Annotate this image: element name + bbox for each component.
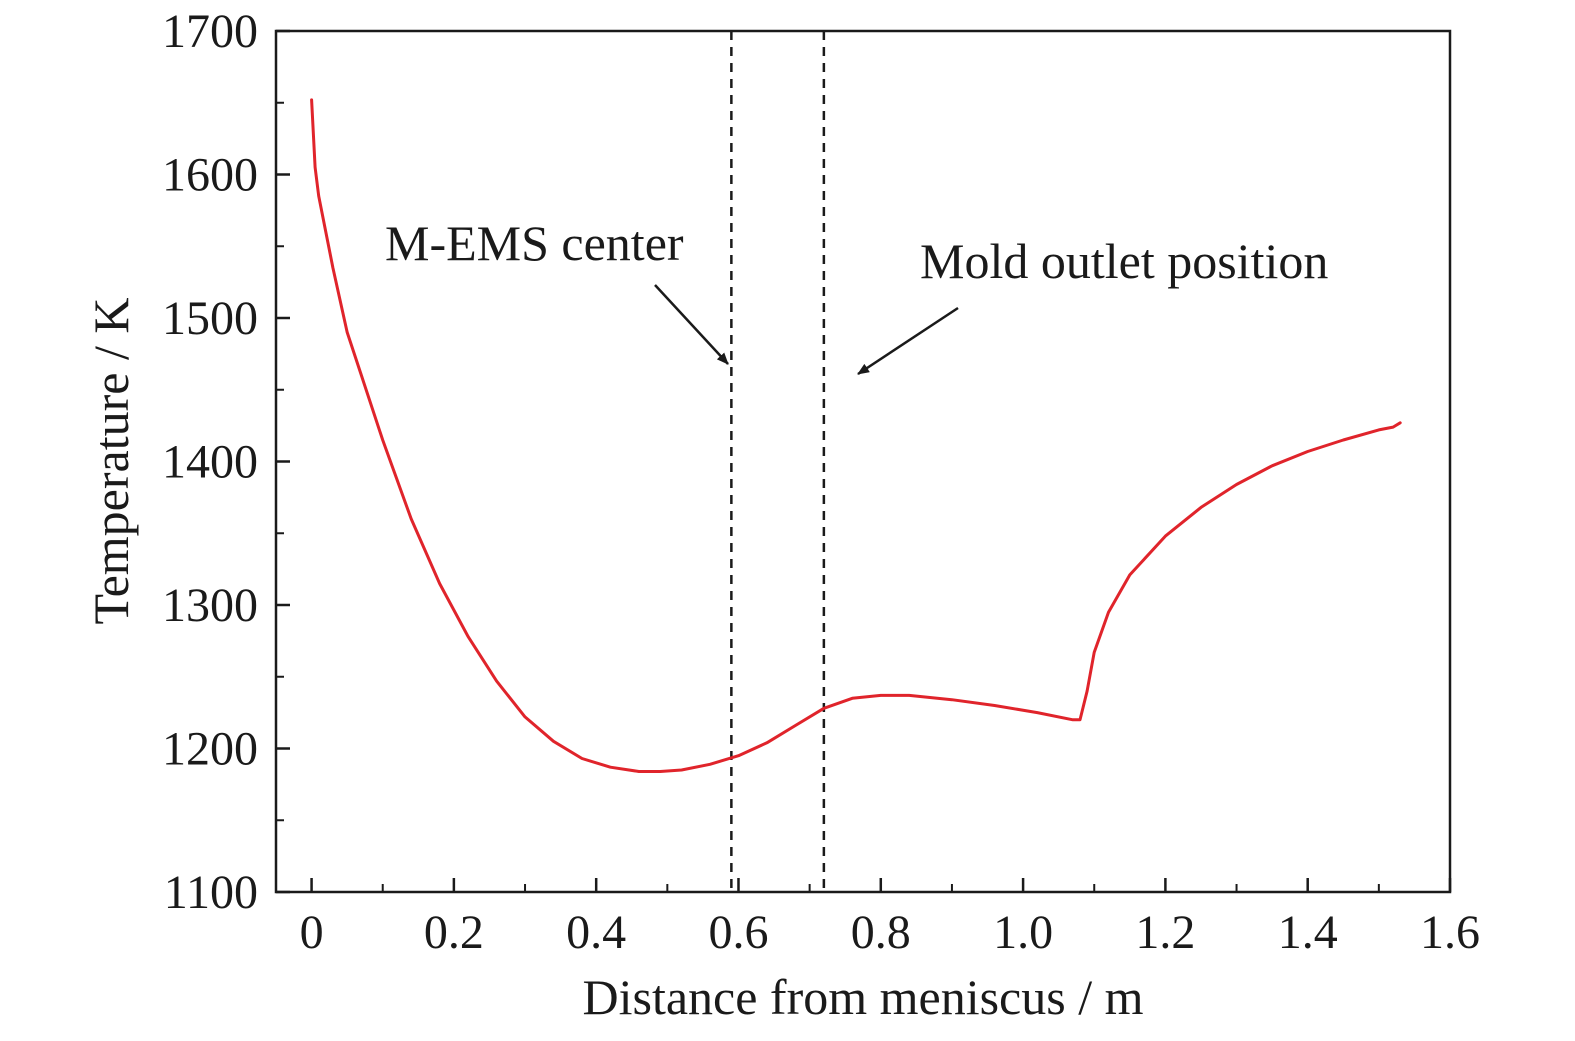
y-tick-label: 1500	[162, 292, 258, 345]
y-tick-label: 1200	[162, 723, 258, 776]
y-tick-label: 1600	[162, 149, 258, 202]
annotation-mems-center: M-EMS center	[385, 215, 684, 271]
x-tick-label: 0.4	[566, 906, 626, 959]
annotation-mold-outlet: Mold outlet position	[920, 233, 1328, 289]
arrow-mems-center	[654, 284, 729, 365]
annotations: M-EMS center Mold outlet position	[385, 215, 1328, 376]
arrow-mold-outlet	[857, 306, 959, 376]
reference-lines	[730, 31, 826, 892]
y-tick-label: 1700	[162, 5, 258, 58]
x-tick-label: 1.6	[1420, 906, 1480, 959]
y-tick-label: 1100	[164, 866, 258, 919]
x-tick-label: 0.2	[424, 906, 484, 959]
x-tick-label: 0.6	[708, 906, 768, 959]
axis-ticks: 0 0.2 0.4 0.6 0.8 1.0 1.2 1.4 1.6 1100 1200 1300 140…	[162, 5, 1480, 959]
y-tick-label: 1300	[162, 579, 258, 632]
y-axis-title: Temperature / K	[83, 298, 139, 625]
plot-frame	[274, 29, 1452, 894]
x-tick-label: 1.0	[993, 906, 1053, 959]
x-tick-label: 0.8	[851, 906, 911, 959]
series-group	[310, 98, 1402, 773]
y-tick-label: 1400	[162, 436, 258, 489]
series-line	[310, 98, 1402, 773]
x-tick-label: 0	[300, 906, 324, 959]
x-axis-title: Distance from meniscus / m	[583, 969, 1144, 1025]
x-tick-label: 1.2	[1135, 906, 1195, 959]
x-tick-label: 1.4	[1278, 906, 1338, 959]
